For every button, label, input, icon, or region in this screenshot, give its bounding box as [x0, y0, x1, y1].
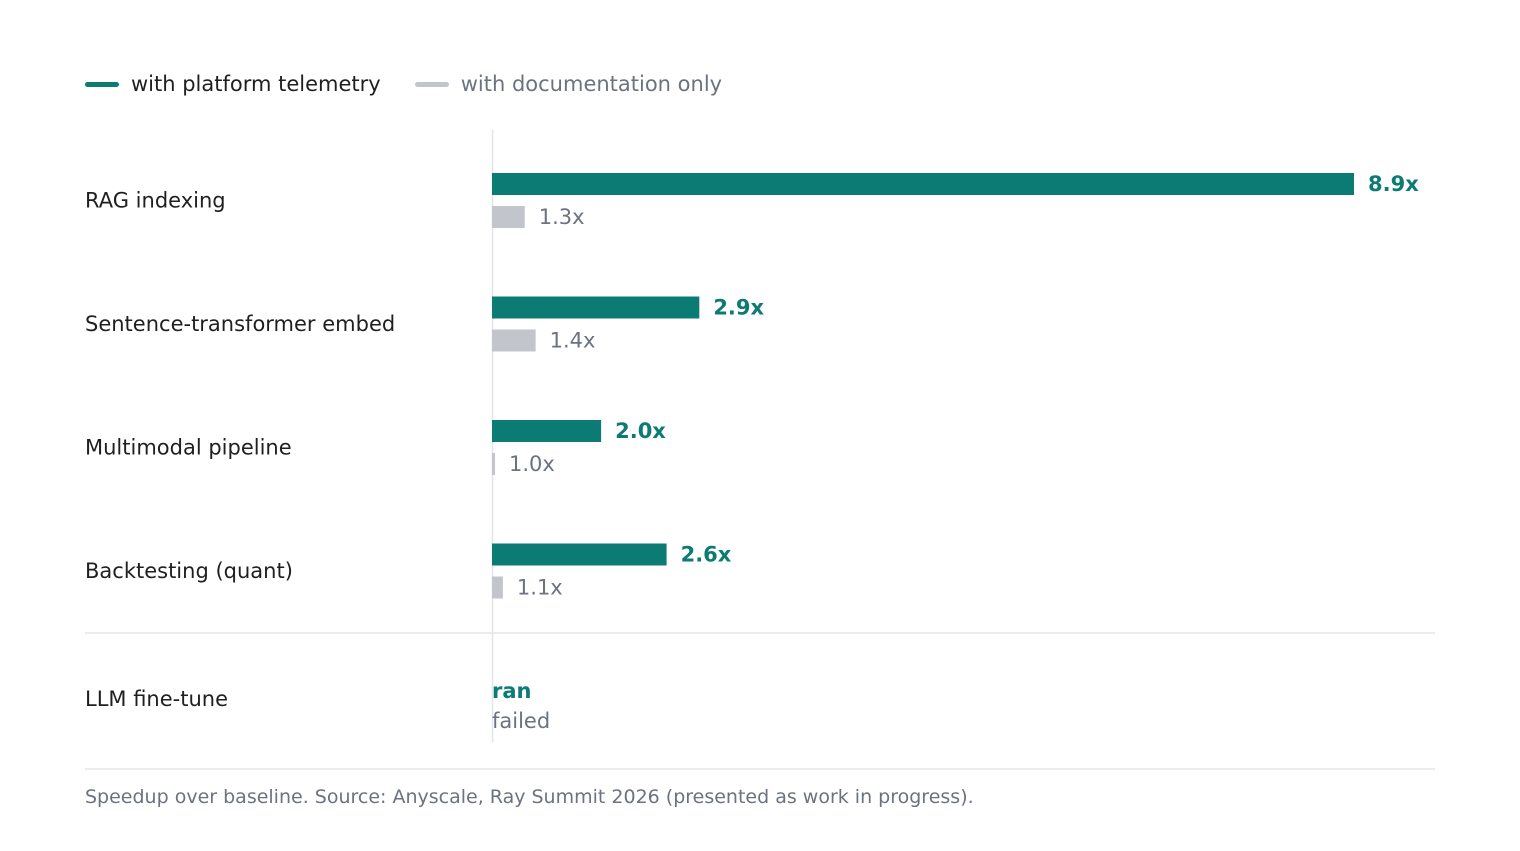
value-label-telemetry-sentence-transformer-embed: 2.9x: [713, 296, 764, 320]
value-label-documentation-multimodal-pipeline: 1.0x: [509, 452, 555, 476]
chart-legend: with platform telemetry with documentati…: [85, 70, 756, 98]
bar-telemetry-multimodal-pipeline: [492, 420, 602, 442]
status-telemetry-llm-fine-tune: ran: [492, 679, 531, 703]
value-label-documentation-backtesting-quant: 1.1x: [517, 576, 563, 600]
category-label-llm-fine-tune: LLM fine-tune: [85, 687, 228, 711]
bar-documentation-sentence-transformer-embed: [492, 329, 536, 352]
bar-documentation-backtesting-quant: [492, 576, 503, 599]
bar-telemetry-backtesting-quant: [492, 543, 667, 566]
category-label-rag-indexing: RAG indexing: [85, 189, 226, 213]
legend-label-documentation: with documentation only: [460, 72, 723, 96]
value-label-documentation-sentence-transformer-embed: 1.4x: [550, 329, 596, 353]
category-label-backtesting-quant: Backtesting (quant): [85, 559, 293, 583]
legend-label-telemetry: with platform telemetry: [131, 72, 381, 96]
chart-footnote: Speedup over baseline. Source: Anyscale,…: [85, 786, 974, 808]
legend-item-telemetry: with platform telemetry: [85, 72, 381, 96]
value-label-telemetry-multimodal-pipeline: 2.0x: [615, 419, 666, 443]
bar-telemetry-sentence-transformer-embed: [492, 296, 700, 319]
category-label-sentence-transformer-embed: Sentence-transformer embed: [85, 312, 395, 336]
legend-swatch-documentation: [414, 81, 449, 87]
category-label-multimodal-pipeline: Multimodal pipeline: [85, 436, 292, 460]
value-label-documentation-rag-indexing: 1.3x: [539, 205, 585, 229]
value-label-telemetry-backtesting-quant: 2.6x: [681, 543, 732, 567]
bar-telemetry-rag-indexing: [492, 173, 1354, 195]
legend-item-documentation: with documentation only: [414, 72, 723, 96]
legend-swatch-telemetry: [85, 81, 119, 87]
value-label-telemetry-rag-indexing: 8.9x: [1368, 172, 1419, 196]
bar-documentation-multimodal-pipeline: [492, 453, 495, 475]
bar-documentation-rag-indexing: [492, 206, 525, 228]
status-documentation-llm-fine-tune: failed: [492, 709, 550, 733]
